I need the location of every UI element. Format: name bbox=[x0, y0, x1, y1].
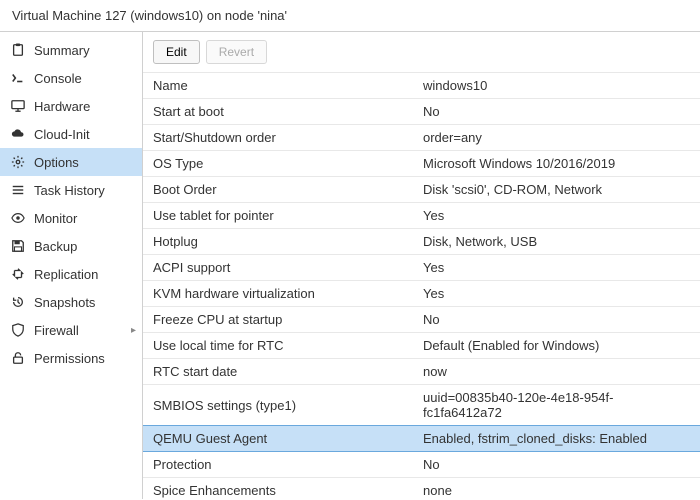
sidebar-item-snapshots[interactable]: Snapshots bbox=[0, 288, 142, 316]
option-key: ACPI support bbox=[143, 255, 413, 281]
option-value: No bbox=[413, 99, 700, 125]
option-value: No bbox=[413, 307, 700, 333]
shield-icon bbox=[10, 322, 26, 338]
option-row[interactable]: RTC start datenow bbox=[143, 359, 700, 385]
cloud-icon bbox=[10, 126, 26, 142]
sidebar-item-hardware[interactable]: Hardware bbox=[0, 92, 142, 120]
list-icon bbox=[10, 182, 26, 198]
save-icon bbox=[10, 238, 26, 254]
option-key: Protection bbox=[143, 452, 413, 478]
option-key: Freeze CPU at startup bbox=[143, 307, 413, 333]
sidebar-item-label: Replication bbox=[34, 267, 98, 282]
chevron-right-icon: ▸ bbox=[131, 325, 136, 336]
option-key: Use local time for RTC bbox=[143, 333, 413, 359]
page-header: Virtual Machine 127 (windows10) on node … bbox=[0, 0, 700, 32]
option-row[interactable]: QEMU Guest AgentEnabled, fstrim_cloned_d… bbox=[143, 426, 700, 452]
desktop-icon bbox=[10, 98, 26, 114]
option-key: Start at boot bbox=[143, 99, 413, 125]
option-row[interactable]: Boot OrderDisk 'scsi0', CD-ROM, Network bbox=[143, 177, 700, 203]
option-value: Disk, Network, USB bbox=[413, 229, 700, 255]
option-row[interactable]: Spice Enhancementsnone bbox=[143, 478, 700, 500]
option-value: windows10 bbox=[413, 73, 700, 99]
options-table: Namewindows10Start at bootNoStart/Shutdo… bbox=[143, 72, 700, 499]
option-value: Enabled, fstrim_cloned_disks: Enabled bbox=[413, 426, 700, 452]
option-key: Spice Enhancements bbox=[143, 478, 413, 500]
sidebar-item-task-history[interactable]: Task History bbox=[0, 176, 142, 204]
option-row[interactable]: ProtectionNo bbox=[143, 452, 700, 478]
sidebar-item-options[interactable]: Options bbox=[0, 148, 142, 176]
option-row[interactable]: ACPI supportYes bbox=[143, 255, 700, 281]
option-row[interactable]: Use local time for RTCDefault (Enabled f… bbox=[143, 333, 700, 359]
option-row[interactable]: Namewindows10 bbox=[143, 73, 700, 99]
sidebar-item-label: Options bbox=[34, 155, 79, 170]
option-row[interactable]: Start at bootNo bbox=[143, 99, 700, 125]
option-value: order=any bbox=[413, 125, 700, 151]
option-value: Yes bbox=[413, 281, 700, 307]
terminal-icon bbox=[10, 70, 26, 86]
sidebar-item-label: Console bbox=[34, 71, 82, 86]
sidebar: Summary Console Hardware Cloud-Init Options T… bbox=[0, 32, 143, 499]
sidebar-item-console[interactable]: Console bbox=[0, 64, 142, 92]
option-row[interactable]: KVM hardware virtualizationYes bbox=[143, 281, 700, 307]
edit-button[interactable]: Edit bbox=[153, 40, 200, 64]
option-value: Yes bbox=[413, 255, 700, 281]
main-layout: Summary Console Hardware Cloud-Init Options T… bbox=[0, 32, 700, 499]
option-key: KVM hardware virtualization bbox=[143, 281, 413, 307]
option-row[interactable]: HotplugDisk, Network, USB bbox=[143, 229, 700, 255]
sidebar-item-replication[interactable]: Replication bbox=[0, 260, 142, 288]
option-value: No bbox=[413, 452, 700, 478]
sidebar-item-firewall[interactable]: Firewall ▸ bbox=[0, 316, 142, 344]
option-value: Disk 'scsi0', CD-ROM, Network bbox=[413, 177, 700, 203]
option-value: now bbox=[413, 359, 700, 385]
option-key: Name bbox=[143, 73, 413, 99]
sidebar-item-label: Backup bbox=[34, 239, 77, 254]
unlock-icon bbox=[10, 350, 26, 366]
page-title: Virtual Machine 127 (windows10) on node … bbox=[12, 8, 287, 23]
eye-icon bbox=[10, 210, 26, 226]
content-panel: Edit Revert Namewindows10Start at bootNo… bbox=[143, 32, 700, 499]
sidebar-item-label: Permissions bbox=[34, 351, 105, 366]
sidebar-item-label: Cloud-Init bbox=[34, 127, 90, 142]
option-value: Microsoft Windows 10/2016/2019 bbox=[413, 151, 700, 177]
option-row[interactable]: Freeze CPU at startupNo bbox=[143, 307, 700, 333]
option-row[interactable]: Use tablet for pointerYes bbox=[143, 203, 700, 229]
option-key: Hotplug bbox=[143, 229, 413, 255]
option-value: Yes bbox=[413, 203, 700, 229]
sidebar-item-label: Monitor bbox=[34, 211, 77, 226]
option-key: SMBIOS settings (type1) bbox=[143, 385, 413, 426]
option-key: QEMU Guest Agent bbox=[143, 426, 413, 452]
sidebar-item-permissions[interactable]: Permissions bbox=[0, 344, 142, 372]
option-key: Boot Order bbox=[143, 177, 413, 203]
retweet-icon bbox=[10, 266, 26, 282]
sidebar-item-summary[interactable]: Summary bbox=[0, 36, 142, 64]
option-key: OS Type bbox=[143, 151, 413, 177]
option-key: Use tablet for pointer bbox=[143, 203, 413, 229]
clipboard-icon bbox=[10, 42, 26, 58]
option-key: RTC start date bbox=[143, 359, 413, 385]
option-key: Start/Shutdown order bbox=[143, 125, 413, 151]
sidebar-item-label: Task History bbox=[34, 183, 105, 198]
sidebar-item-label: Firewall bbox=[34, 323, 79, 338]
option-row[interactable]: SMBIOS settings (type1)uuid=00835b40-120… bbox=[143, 385, 700, 426]
history-icon bbox=[10, 294, 26, 310]
option-row[interactable]: Start/Shutdown orderorder=any bbox=[143, 125, 700, 151]
sidebar-item-cloud-init[interactable]: Cloud-Init bbox=[0, 120, 142, 148]
sidebar-item-label: Summary bbox=[34, 43, 90, 58]
option-value: none bbox=[413, 478, 700, 500]
gear-icon bbox=[10, 154, 26, 170]
option-row[interactable]: OS TypeMicrosoft Windows 10/2016/2019 bbox=[143, 151, 700, 177]
sidebar-item-label: Hardware bbox=[34, 99, 90, 114]
sidebar-item-backup[interactable]: Backup bbox=[0, 232, 142, 260]
sidebar-item-monitor[interactable]: Monitor bbox=[0, 204, 142, 232]
revert-button[interactable]: Revert bbox=[206, 40, 267, 64]
option-value: uuid=00835b40-120e-4e18-954f-fc1fa6412a7… bbox=[413, 385, 700, 426]
toolbar: Edit Revert bbox=[143, 32, 700, 72]
option-value: Default (Enabled for Windows) bbox=[413, 333, 700, 359]
sidebar-item-label: Snapshots bbox=[34, 295, 95, 310]
